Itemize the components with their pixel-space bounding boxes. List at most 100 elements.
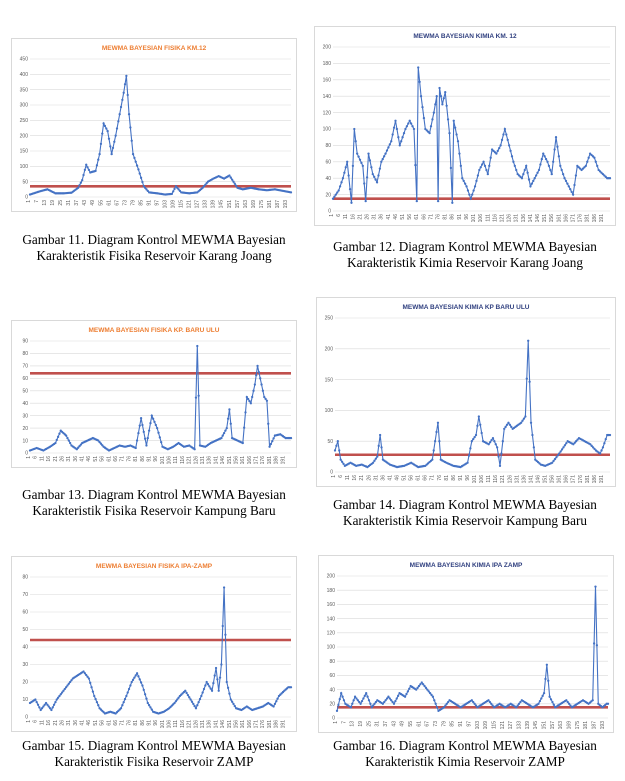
data-point <box>504 425 507 428</box>
data-point <box>216 678 219 681</box>
x-tick-label: 151 <box>227 456 233 465</box>
data-point <box>364 200 367 203</box>
data-point <box>142 688 145 692</box>
data-point <box>420 681 423 684</box>
data-point <box>539 163 542 166</box>
x-tick-label: 67 <box>114 200 120 206</box>
data-point <box>194 707 198 710</box>
data-point <box>43 703 46 706</box>
data-point <box>251 395 254 399</box>
data-point <box>428 692 432 695</box>
data-point <box>497 455 500 458</box>
x-tick-label: 187 <box>591 721 597 730</box>
x-tick-label: 181 <box>585 214 591 223</box>
chart-panel-15: MEWMA BAYESIAN FISIKA IPA-ZAMP 0 10 20 30 40 5… <box>11 556 297 732</box>
data-point <box>126 93 129 97</box>
y-tick-label: 10 <box>22 438 28 444</box>
data-point <box>483 164 487 168</box>
x-tick-label: 191 <box>280 456 286 465</box>
data-point <box>589 443 592 446</box>
data-point <box>416 686 419 689</box>
data-point <box>531 433 534 437</box>
data-point <box>378 167 382 170</box>
data-point <box>476 174 480 177</box>
x-tick-label: 26 <box>366 475 372 481</box>
x-tick-label: 101 <box>472 475 478 484</box>
data-point <box>196 344 199 348</box>
x-tick-label: 127 <box>195 200 201 209</box>
data-point <box>56 435 60 438</box>
data-point <box>264 397 267 401</box>
data-point <box>432 449 435 452</box>
data-point <box>127 113 131 116</box>
data-point <box>434 702 437 705</box>
data-point <box>563 177 566 180</box>
x-tick-label: 169 <box>566 721 572 730</box>
data-point <box>138 172 141 175</box>
data-point <box>248 399 251 403</box>
data-point <box>503 127 507 131</box>
data-point <box>143 186 147 189</box>
data-point <box>566 182 569 185</box>
data-point <box>532 179 535 183</box>
data-point <box>209 687 212 690</box>
x-tick-label: 161 <box>240 456 246 465</box>
data-point <box>498 464 502 467</box>
chart-15: MEWMA BAYESIAN FISIKA IPA-ZAMP 0 10 20 30 40 5… <box>22 563 293 729</box>
x-tick-label: 16 <box>46 720 52 726</box>
y-tick-label: 140 <box>323 94 332 100</box>
data-point <box>212 682 215 685</box>
data-point <box>289 436 293 440</box>
x-tick-label: 181 <box>583 721 589 730</box>
data-point <box>47 705 50 708</box>
x-tick-label: 103 <box>163 200 169 209</box>
data-point <box>201 186 204 189</box>
data-point <box>506 138 509 142</box>
data-point <box>263 395 266 399</box>
series-line <box>29 75 292 196</box>
x-tick-label: 7 <box>34 200 40 203</box>
x-tick-label: 21 <box>53 456 59 462</box>
data-point <box>178 189 182 193</box>
data-point <box>455 133 458 136</box>
data-point <box>38 706 41 709</box>
x-tick-label: 81 <box>133 720 139 726</box>
chart-panel-12: MEWMA BAYESIAN KIMIA KM. 12 0 20 40 60 80 100 1… <box>314 26 616 226</box>
data-point <box>465 185 468 188</box>
caption-16: Gambar 16. Diagram Kontrol MEWMA Bayesia… <box>333 738 597 769</box>
x-tick-label: 37 <box>383 721 389 727</box>
x-tick-label: 19 <box>358 721 364 727</box>
data-point <box>337 703 340 707</box>
x-tick-label: 51 <box>400 214 406 220</box>
y-tick-label: 100 <box>323 127 332 133</box>
data-point <box>160 440 163 444</box>
data-point <box>146 189 149 193</box>
data-point <box>461 177 464 180</box>
x-tick-label: 176 <box>260 720 266 729</box>
data-point <box>604 175 607 178</box>
data-point <box>501 440 504 443</box>
data-point <box>411 125 414 128</box>
x-tick-label: 101 <box>160 456 166 465</box>
x-tick-label: 97 <box>466 721 472 727</box>
data-point <box>123 83 127 86</box>
data-point <box>221 434 224 437</box>
data-point <box>540 157 543 161</box>
y-tick-label: 20 <box>325 192 331 198</box>
data-point <box>600 449 603 452</box>
x-tick-label: 56 <box>100 456 106 462</box>
x-tick-label: 191 <box>599 214 605 223</box>
data-point <box>493 440 496 443</box>
data-point <box>594 585 597 588</box>
data-point <box>486 172 489 176</box>
x-tick-label: 91 <box>458 475 464 481</box>
chart-panel-13: MEWMA BAYESIAN FISIKA KP. BARU ULU 0 10 20 3… <box>11 320 297 468</box>
data-point <box>146 436 149 440</box>
x-tick-label: 71 <box>430 475 436 481</box>
data-point <box>197 700 200 704</box>
data-point <box>422 116 426 120</box>
data-point <box>405 692 408 696</box>
data-point <box>69 680 72 684</box>
data-point <box>377 174 380 177</box>
data-point <box>173 187 176 190</box>
